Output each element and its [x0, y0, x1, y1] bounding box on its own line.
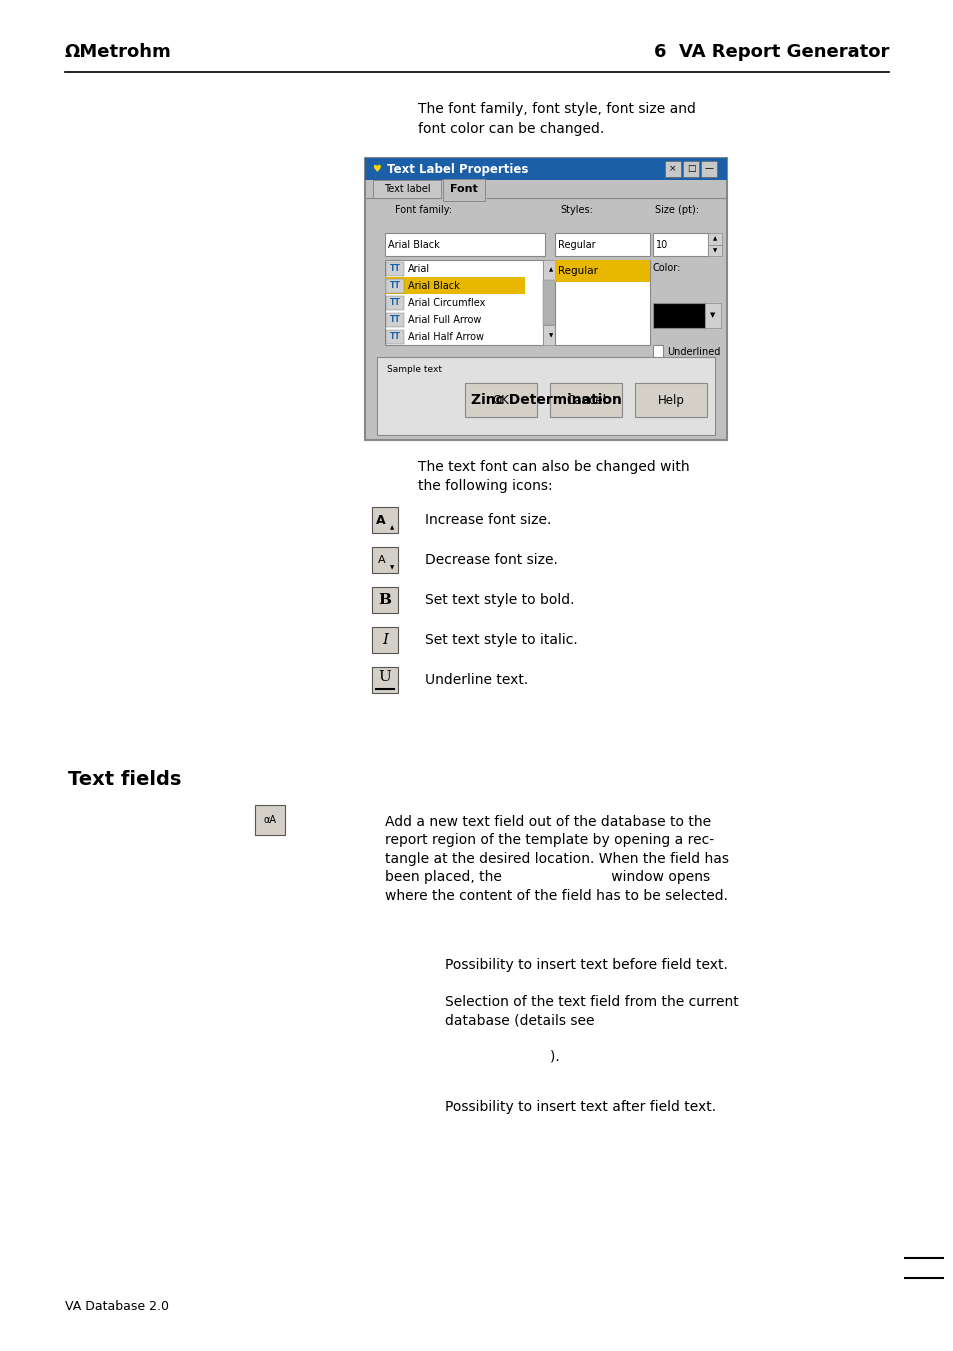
Text: Regular: Regular — [558, 266, 598, 276]
Text: Color:: Color: — [652, 263, 680, 273]
Text: Cancel: Cancel — [565, 394, 605, 407]
Text: U: U — [378, 670, 391, 684]
Text: Underlined: Underlined — [666, 347, 720, 358]
Bar — [372, 586, 397, 613]
Bar — [555, 261, 649, 281]
Text: □: □ — [686, 165, 695, 173]
Text: B: B — [378, 593, 391, 607]
Text: I: I — [381, 634, 388, 647]
Bar — [442, 178, 484, 201]
Bar — [386, 312, 403, 327]
Bar — [373, 180, 440, 199]
Bar — [652, 346, 662, 359]
Text: ▲: ▲ — [549, 267, 553, 273]
Text: TT: TT — [389, 265, 400, 273]
Bar — [707, 245, 721, 257]
Bar — [635, 384, 706, 417]
Bar — [386, 330, 403, 345]
Text: Sample text: Sample text — [387, 365, 441, 374]
Text: Styles:: Styles: — [559, 205, 592, 215]
Text: Decrease font size.: Decrease font size. — [424, 553, 558, 567]
Text: Zinc Determination: Zinc Determination — [470, 393, 620, 407]
Text: 10: 10 — [656, 239, 667, 250]
Text: Arial Black: Arial Black — [408, 281, 459, 290]
Bar — [372, 547, 397, 573]
Text: —: — — [703, 165, 713, 173]
Text: Possibility to insert text after field text.: Possibility to insert text after field t… — [444, 1100, 716, 1115]
Text: ▼: ▼ — [712, 247, 717, 253]
Bar — [555, 261, 649, 346]
Text: TT: TT — [389, 299, 400, 307]
Bar — [652, 303, 704, 328]
Text: Font family:: Font family: — [395, 205, 452, 215]
Text: Regular: Regular — [558, 239, 595, 250]
Bar — [386, 278, 403, 293]
Bar — [542, 326, 559, 346]
Bar — [385, 234, 544, 257]
Bar — [365, 158, 726, 180]
Bar — [464, 384, 537, 417]
Bar — [550, 384, 621, 417]
Bar — [704, 303, 720, 328]
Bar — [664, 161, 680, 177]
Text: Arial Half Arrow: Arial Half Arrow — [408, 332, 483, 342]
Text: TT: TT — [389, 332, 400, 342]
Text: Add a new text field out of the database to the
report region of the template by: Add a new text field out of the database… — [385, 815, 728, 902]
Text: Arial Full Arrow: Arial Full Arrow — [408, 315, 481, 324]
Bar — [555, 234, 649, 257]
Bar — [365, 158, 726, 440]
Bar — [707, 234, 721, 245]
Bar — [372, 627, 397, 653]
Text: Increase font size.: Increase font size. — [424, 513, 551, 527]
Text: ▼: ▼ — [549, 332, 553, 338]
Bar — [542, 280, 559, 326]
Text: Arial Circumflex: Arial Circumflex — [408, 297, 485, 308]
Text: ▼: ▼ — [710, 312, 715, 319]
Text: Text label: Text label — [383, 184, 430, 195]
Text: The font family, font style, font size and
font color can be changed.: The font family, font style, font size a… — [417, 101, 695, 135]
Text: Possibility to insert text before field text.: Possibility to insert text before field … — [444, 958, 727, 971]
Text: The text font can also be changed with
the following icons:: The text font can also be changed with t… — [417, 459, 689, 493]
Text: TT: TT — [389, 281, 400, 290]
Text: Selection of the text field from the current
database (details see: Selection of the text field from the cur… — [444, 994, 738, 1027]
Bar — [652, 234, 707, 257]
Bar — [385, 261, 542, 346]
Bar — [372, 507, 397, 534]
Bar — [542, 261, 559, 280]
Text: Size (pt):: Size (pt): — [655, 205, 699, 215]
Text: Text Label Properties: Text Label Properties — [387, 162, 528, 176]
Bar — [386, 262, 403, 276]
Text: Arial Black: Arial Black — [388, 239, 439, 250]
Text: Font: Font — [450, 184, 477, 195]
Text: Arial: Arial — [408, 263, 430, 274]
Bar — [385, 277, 524, 295]
Text: Set text style to italic.: Set text style to italic. — [424, 634, 578, 647]
Bar — [254, 805, 285, 835]
Text: Underline text.: Underline text. — [424, 673, 528, 688]
Text: VA Database 2.0: VA Database 2.0 — [65, 1301, 169, 1313]
Text: TT: TT — [389, 315, 400, 324]
Text: ▼: ▼ — [390, 566, 394, 570]
Text: Help: Help — [657, 394, 683, 407]
Text: A: A — [375, 513, 385, 527]
Bar — [682, 161, 699, 177]
Text: Text fields: Text fields — [68, 770, 181, 789]
Text: αA: αA — [263, 815, 276, 825]
Bar — [700, 161, 717, 177]
Text: ▲: ▲ — [712, 236, 717, 242]
Text: OK: OK — [492, 394, 509, 407]
Text: ♥: ♥ — [373, 163, 381, 174]
Text: ×: × — [669, 165, 676, 173]
Text: ΩMetrohm: ΩMetrohm — [65, 43, 172, 61]
Bar — [386, 296, 403, 309]
Text: Set text style to bold.: Set text style to bold. — [424, 593, 574, 607]
Bar — [372, 667, 397, 693]
Text: 6  VA Report Generator: 6 VA Report Generator — [653, 43, 888, 61]
Text: ).: ). — [444, 1050, 559, 1065]
Text: A: A — [377, 555, 385, 565]
Text: ▲: ▲ — [390, 526, 394, 531]
Bar — [376, 357, 714, 435]
